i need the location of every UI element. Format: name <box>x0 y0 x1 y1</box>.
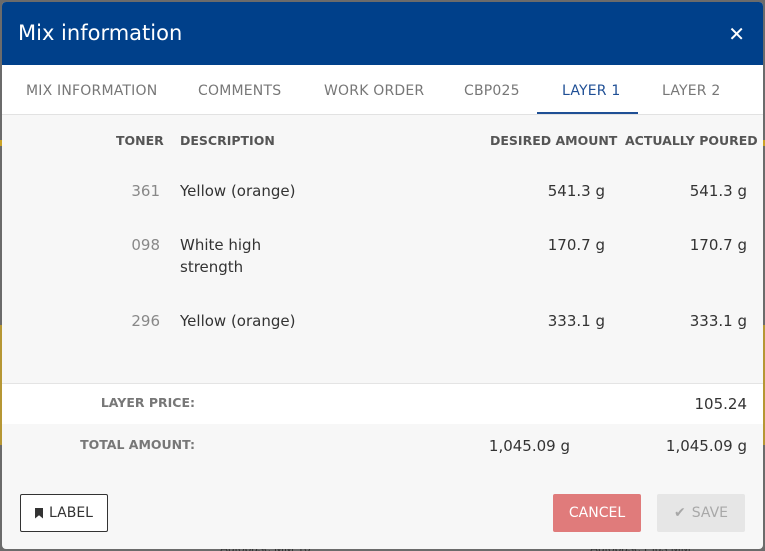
layer-price-row <box>2 384 763 424</box>
table-row-poured: 170.7 g <box>689 236 747 254</box>
table-row-poured: 541.3 g <box>689 182 747 200</box>
tab-layer-1[interactable]: LAYER 1 <box>562 83 621 99</box>
table-row-description: Yellow (orange) <box>180 312 296 330</box>
header-description: DESCRIPTION <box>180 133 275 148</box>
total-desired-value: 1,045.09 g <box>488 437 570 455</box>
tab-bar: MIX INFORMATION COMMENTS WORK ORDER CBP0… <box>2 65 763 115</box>
table-row-desired: 541.3 g <box>547 182 605 200</box>
label-button-text: LABEL <box>49 505 93 521</box>
header-actually-poured: ACTUALLY POURED <box>625 133 758 148</box>
cancel-button-text: CANCEL <box>568 505 626 521</box>
bookmark-icon <box>35 507 44 519</box>
table-row-toner: 098 <box>131 236 160 254</box>
check-icon: ✔ <box>674 505 686 521</box>
save-button[interactable]: ✔ SAVE <box>657 494 745 532</box>
close-icon[interactable]: ✕ <box>728 22 745 46</box>
table-row-desired: 333.1 g <box>547 312 605 330</box>
header-toner: TONER <box>116 133 164 148</box>
tab-comments[interactable]: COMMENTS <box>198 83 282 99</box>
table-row-poured: 333.1 g <box>689 312 747 330</box>
tab-layer-2[interactable]: LAYER 2 <box>662 83 721 99</box>
total-poured-value: 1,045.09 g <box>665 437 747 455</box>
total-amount-label: TOTAL AMOUNT: <box>80 437 195 452</box>
tab-mix-information[interactable]: MIX INFORMATION <box>26 83 158 99</box>
divider <box>2 383 763 384</box>
tab-work-order[interactable]: WORK ORDER <box>324 83 425 99</box>
tab-cbp025[interactable]: CBP025 <box>464 83 520 99</box>
header-desired-amount: DESIRED AMOUNT <box>490 133 618 148</box>
table-row-desired: 170.7 g <box>547 236 605 254</box>
layer-price-value: 105.24 <box>694 395 748 413</box>
table-row-toner: 296 <box>131 312 160 330</box>
table-row-description: White high strength <box>180 236 262 276</box>
label-button[interactable]: LABEL <box>20 494 108 532</box>
cancel-button[interactable]: CANCEL <box>553 494 641 532</box>
table-row-description: Yellow (orange) <box>180 182 296 200</box>
table-row-toner: 361 <box>131 182 160 200</box>
dialog-header: Mix information ✕ <box>2 2 763 65</box>
active-tab-indicator <box>537 112 638 114</box>
dialog-title: Mix information <box>18 21 183 45</box>
layer-price-label: LAYER PRICE: <box>100 395 195 410</box>
save-button-text: SAVE <box>691 505 728 521</box>
